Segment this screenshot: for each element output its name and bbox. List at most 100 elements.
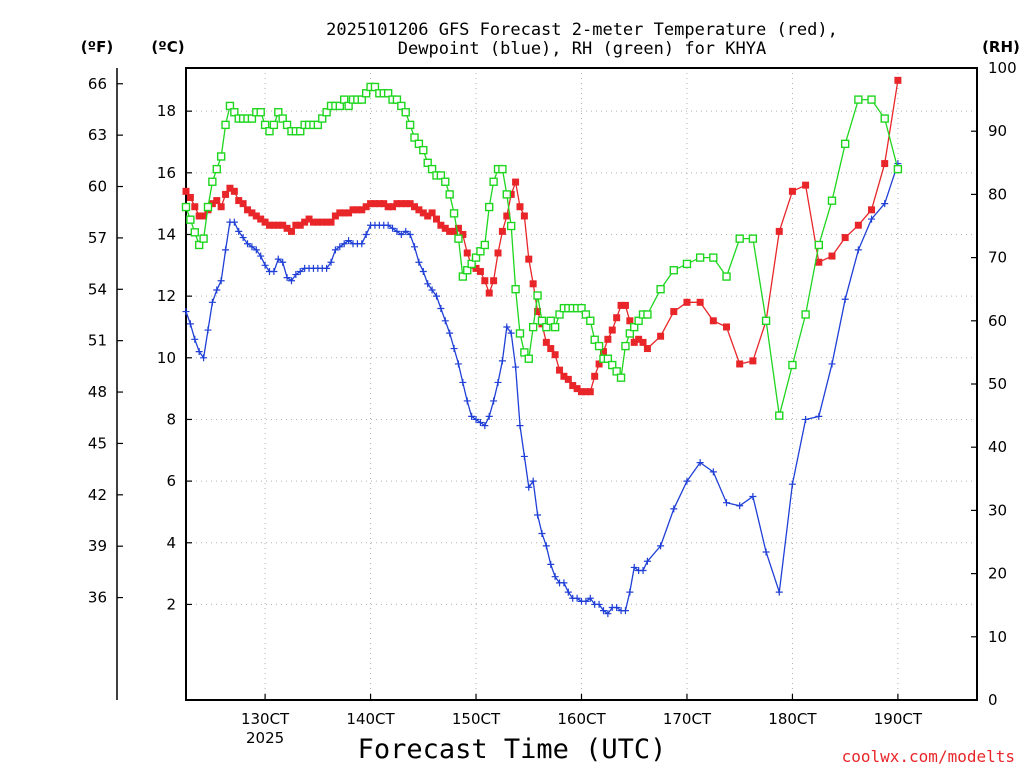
dewpoint-point xyxy=(854,246,862,254)
dewpoint-point xyxy=(868,215,876,223)
rh-point xyxy=(476,247,485,256)
dewpoint-point xyxy=(551,573,559,581)
temperature-point xyxy=(432,215,440,223)
rh-point xyxy=(410,133,419,142)
temperature-point xyxy=(569,382,577,390)
rh-point xyxy=(489,177,498,186)
temperature-point xyxy=(393,200,401,208)
rh-tick-label: 70 xyxy=(988,249,1007,267)
celsius-tick-label: 4 xyxy=(166,534,176,552)
dewpoint-point xyxy=(345,237,353,245)
temperature-point xyxy=(208,200,216,208)
temperature-point xyxy=(472,264,480,272)
rh-point xyxy=(445,190,454,199)
temperature-point xyxy=(270,221,278,229)
dewpoint-point xyxy=(384,221,392,229)
rh-point xyxy=(340,95,349,104)
temperature-point xyxy=(542,338,550,346)
temperature-point xyxy=(446,227,454,235)
dewpoint-point xyxy=(406,230,414,238)
temperature-point xyxy=(709,317,717,325)
temperature-point xyxy=(802,181,810,189)
rh-point xyxy=(383,89,393,98)
temperature-point xyxy=(200,212,208,220)
temperature-point xyxy=(327,218,335,226)
rh-point xyxy=(463,266,472,275)
temperature-point xyxy=(314,218,322,226)
rh-point xyxy=(867,95,876,104)
x-axis-title: Forecast Time (UTC) xyxy=(358,734,667,765)
rh-point xyxy=(621,341,630,351)
temperature-point xyxy=(670,308,678,316)
temperature-point xyxy=(358,206,366,214)
x-tick-label: 190CT xyxy=(874,710,923,728)
rh-point xyxy=(511,285,520,294)
temperature-point xyxy=(371,200,379,208)
rh-point xyxy=(397,101,406,111)
dewpoint-point xyxy=(604,610,612,618)
dewpoint-point xyxy=(437,304,445,312)
temperature-point xyxy=(881,160,889,168)
fahrenheit-tick-label: 42 xyxy=(88,486,107,504)
temperature-point xyxy=(621,301,629,309)
temperature-point xyxy=(252,212,260,220)
temperature-point xyxy=(512,178,520,186)
rh-tick-label: 50 xyxy=(988,375,1007,393)
rh-point xyxy=(634,316,643,325)
dewpoint-point xyxy=(639,567,647,575)
temperature-point xyxy=(301,218,309,226)
rh-point xyxy=(485,202,494,212)
rh-point xyxy=(419,145,428,155)
rh-point xyxy=(695,253,705,262)
temperature-point xyxy=(630,338,638,346)
temperature-point xyxy=(582,388,590,396)
dewpoint-point xyxy=(481,422,489,430)
dewpoint-point xyxy=(503,323,511,331)
rh-point xyxy=(441,177,450,186)
dewpoint-point xyxy=(244,240,252,248)
rh-point xyxy=(630,322,639,332)
rh-point xyxy=(893,164,903,174)
x-tick-label: 160CT xyxy=(557,710,606,728)
rh-point xyxy=(788,360,797,370)
temperature-point xyxy=(481,277,489,285)
dewpoint-point xyxy=(402,227,410,235)
dewpoint-point xyxy=(257,252,265,260)
dewpoint-point xyxy=(723,499,731,507)
temperature-point xyxy=(749,357,757,365)
rh-point xyxy=(423,158,432,168)
temperature-point xyxy=(318,218,326,226)
rh-point xyxy=(212,164,221,174)
dewpoint-point xyxy=(274,255,282,263)
rh-point xyxy=(502,190,511,199)
rh-point xyxy=(682,259,692,269)
rh-tick-label: 40 xyxy=(988,438,1007,456)
temperature-point xyxy=(525,255,533,263)
temperature-point xyxy=(191,203,199,211)
dewpoint-point xyxy=(520,452,528,460)
x-tick-label: 140CT xyxy=(346,710,395,728)
rh-point xyxy=(546,316,555,325)
temperature-point xyxy=(340,209,348,217)
temperature-point xyxy=(309,218,317,226)
rh-point xyxy=(669,266,678,275)
temperature-point xyxy=(345,209,353,217)
temperature-point xyxy=(353,206,361,214)
dewpoint-point xyxy=(389,224,397,232)
dewpoint-point xyxy=(507,329,515,337)
chart-title-line-2: Dewpoint (blue), RH (green) for KHYA xyxy=(398,39,766,59)
dewpoint-point xyxy=(788,480,796,488)
x-tick-year-label: 2025 xyxy=(246,729,284,747)
rh-point xyxy=(401,108,410,117)
rh-point xyxy=(581,310,591,319)
dewpoint-point xyxy=(630,563,638,571)
temperature-point xyxy=(182,187,190,195)
temperature-point xyxy=(828,252,836,260)
dewpoint-point xyxy=(248,243,256,251)
rh-point xyxy=(880,114,889,123)
dewpoint-point xyxy=(709,468,717,476)
dewpoint-point xyxy=(564,588,572,596)
temperature-point xyxy=(380,200,388,208)
rh-point xyxy=(537,316,547,325)
